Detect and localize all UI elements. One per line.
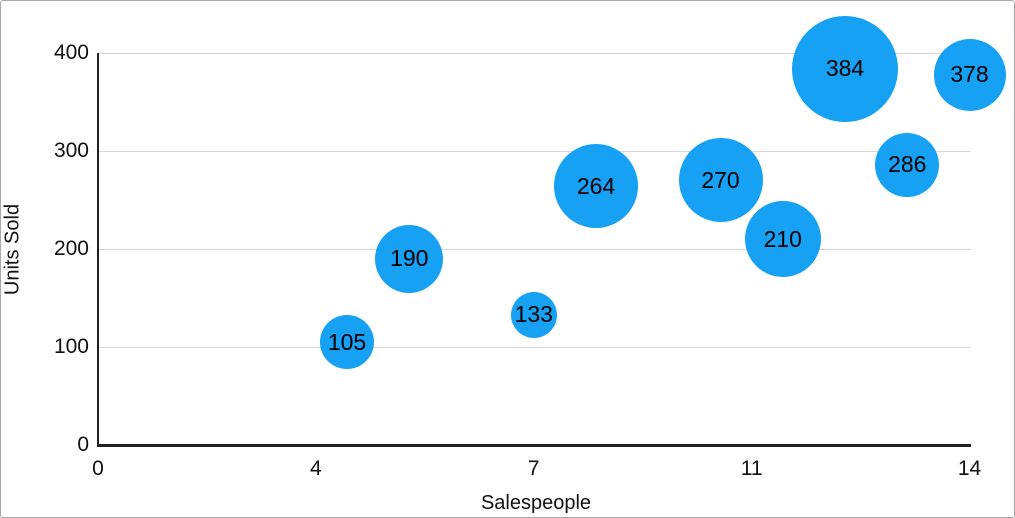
y-tick-label: 300 xyxy=(53,139,89,162)
y-tick-label: 100 xyxy=(53,335,89,358)
bubble-value-label: 286 xyxy=(888,151,927,178)
y-tick-label: 0 xyxy=(77,433,89,456)
bubble-value-label: 133 xyxy=(514,301,553,328)
bubble-value-label: 190 xyxy=(390,245,429,272)
x-tick-label: 7 xyxy=(527,457,540,480)
gridline xyxy=(97,151,971,152)
bubble-value-label: 264 xyxy=(576,172,616,199)
y-axis-line xyxy=(97,53,99,447)
x-tick-label: 11 xyxy=(740,457,763,480)
x-axis-title: Salespeople xyxy=(480,492,592,514)
x-tick-label: 4 xyxy=(310,457,322,480)
x-tick-label: 0 xyxy=(92,457,104,480)
bubble[interactable]: 270 xyxy=(678,138,763,223)
x-tick-label: 14 xyxy=(957,457,982,480)
bubble[interactable]: 105 xyxy=(320,315,374,370)
y-tick-label: 200 xyxy=(53,237,89,260)
gridline xyxy=(97,249,971,250)
bubble-value-label: 270 xyxy=(701,166,740,193)
bubble-value-label: 378 xyxy=(950,61,989,88)
x-axis-line xyxy=(97,444,971,447)
bubble[interactable]: 190 xyxy=(375,224,444,293)
bubble-value-label: 105 xyxy=(327,328,367,355)
bubble-value-label: 384 xyxy=(825,55,865,82)
gridline xyxy=(97,53,971,54)
bubble[interactable]: 264 xyxy=(554,144,638,229)
bubble[interactable]: 286 xyxy=(875,132,940,197)
bubble-value-label: 210 xyxy=(763,225,802,252)
gridline xyxy=(97,347,971,348)
bubble[interactable]: 378 xyxy=(933,38,1006,111)
bubble[interactable]: 384 xyxy=(792,15,898,122)
bubble[interactable]: 210 xyxy=(744,201,821,278)
bubble[interactable]: 133 xyxy=(510,291,557,338)
y-tick-label: 400 xyxy=(53,41,89,64)
